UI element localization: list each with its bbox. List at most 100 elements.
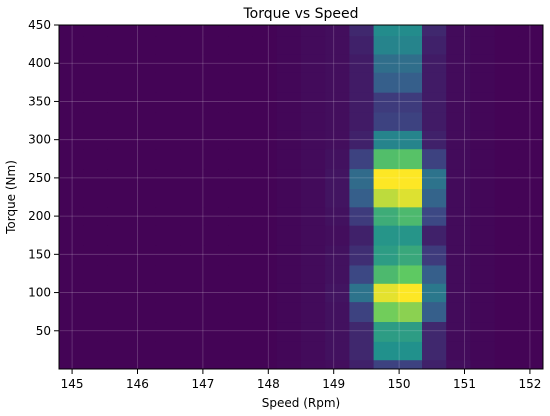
- heatmap-cell: [276, 206, 302, 226]
- heatmap-cell: [470, 225, 495, 246]
- heatmap-cell: [155, 112, 181, 131]
- heatmap-cell: [155, 188, 181, 208]
- heatmap-cell: [180, 54, 205, 73]
- heatmap-cell: [155, 148, 181, 170]
- heatmap-cell: [470, 72, 495, 93]
- heatmap-cell: [252, 341, 278, 361]
- heatmap-cell: [470, 148, 495, 170]
- heatmap-cell: [83, 72, 108, 93]
- heatmap-cell: [107, 359, 132, 370]
- heatmap-cell: [349, 188, 374, 208]
- heatmap-cell: [301, 188, 326, 208]
- heatmap-cell: [276, 168, 302, 189]
- heatmap-cell: [204, 72, 229, 93]
- heatmap-cell: [397, 72, 423, 93]
- heatmap-cell: [373, 168, 399, 189]
- heatmap-cell: [349, 54, 374, 73]
- heatmap-cell: [276, 225, 302, 246]
- heatmap-cell: [518, 72, 544, 93]
- heatmap-cell: [446, 341, 471, 361]
- heatmap-cell: [228, 283, 253, 303]
- heatmap-cell: [349, 148, 374, 170]
- heatmap-cell: [446, 206, 471, 226]
- heatmap-cell: [470, 130, 495, 150]
- heatmap-cell: [131, 245, 157, 266]
- heatmap-cell: [349, 112, 374, 131]
- heatmap-cell: [228, 92, 253, 113]
- heatmap-cell: [204, 321, 229, 342]
- heatmap-cell: [518, 25, 544, 37]
- heatmap-cell: [301, 25, 326, 37]
- heatmap-cell: [131, 92, 157, 113]
- heatmap-cell: [131, 359, 157, 370]
- heatmap-cell: [422, 283, 447, 303]
- heatmap-cell: [518, 301, 544, 323]
- heatmap-cell: [228, 130, 253, 150]
- x-tick-label: 149: [322, 377, 345, 391]
- heatmap-cell: [180, 225, 205, 246]
- heatmap-cell: [83, 130, 108, 150]
- heatmap-cell: [518, 148, 544, 170]
- plot-area-frame: [58, 24, 544, 370]
- heatmap-cell: [518, 92, 544, 113]
- heatmap-cell: [301, 72, 326, 93]
- heatmap-cell: [349, 35, 374, 55]
- heatmap-cell: [494, 206, 520, 226]
- heatmap-cell: [252, 283, 278, 303]
- heatmap-cell: [83, 206, 108, 226]
- heatmap-cell: [276, 92, 302, 113]
- heatmap-cell: [107, 206, 132, 226]
- y-tick-label: 400: [28, 56, 51, 70]
- heatmap-cell: [107, 225, 132, 246]
- heatmap-cell: [349, 321, 374, 342]
- heatmap-cell: [446, 283, 471, 303]
- heatmap-cell: [204, 130, 229, 150]
- heatmap-cell: [180, 148, 205, 170]
- heatmap-cell: [373, 341, 399, 361]
- heatmap-cell: [446, 112, 471, 131]
- heatmap-cell: [83, 188, 108, 208]
- heatmap-cell: [228, 321, 253, 342]
- heatmap-cell: [397, 245, 423, 266]
- heatmap-cell: [83, 35, 108, 55]
- heatmap-cell: [397, 225, 423, 246]
- heatmap-cell: [107, 35, 132, 55]
- heatmap-cell: [131, 188, 157, 208]
- heatmap-cell: [131, 148, 157, 170]
- heatmap-cell: [446, 168, 471, 189]
- heatmap-cell: [59, 321, 84, 342]
- heatmap-cell: [276, 265, 302, 284]
- heatmap-cell: [470, 112, 495, 131]
- heatmap-cell: [470, 265, 495, 284]
- heatmap-cell: [397, 283, 423, 303]
- heatmap-cell: [276, 245, 302, 266]
- heatmap-cell: [83, 341, 108, 361]
- heatmap-cell: [518, 321, 544, 342]
- heatmap-cell: [446, 130, 471, 150]
- heatmap-cell: [422, 265, 447, 284]
- heatmap-cell: [180, 283, 205, 303]
- heatmap-cell: [180, 245, 205, 266]
- heatmap-cell: [422, 168, 447, 189]
- heatmap-cell: [494, 341, 520, 361]
- heatmap-cell: [228, 188, 253, 208]
- heatmap-cell: [325, 92, 350, 113]
- heatmap-cell: [252, 359, 278, 370]
- x-axis-ticks: 145 146 147 148 149 150 151 152: [61, 369, 541, 391]
- heatmap-cell: [301, 130, 326, 150]
- heatmap-cell: [349, 359, 374, 370]
- heatmap-cell: [325, 130, 350, 150]
- heatmap-cell: [349, 283, 374, 303]
- heatmap-cell: [252, 301, 278, 323]
- heatmap-cell: [204, 225, 229, 246]
- heatmap-cell: [228, 25, 253, 37]
- heatmap-cell: [131, 35, 157, 55]
- heatmap-cell: [155, 245, 181, 266]
- heatmap-cell: [422, 112, 447, 131]
- heatmap-cell: [155, 225, 181, 246]
- heatmap-cell: [397, 130, 423, 150]
- heatmap-cell: [446, 35, 471, 55]
- heatmap-cell: [131, 301, 157, 323]
